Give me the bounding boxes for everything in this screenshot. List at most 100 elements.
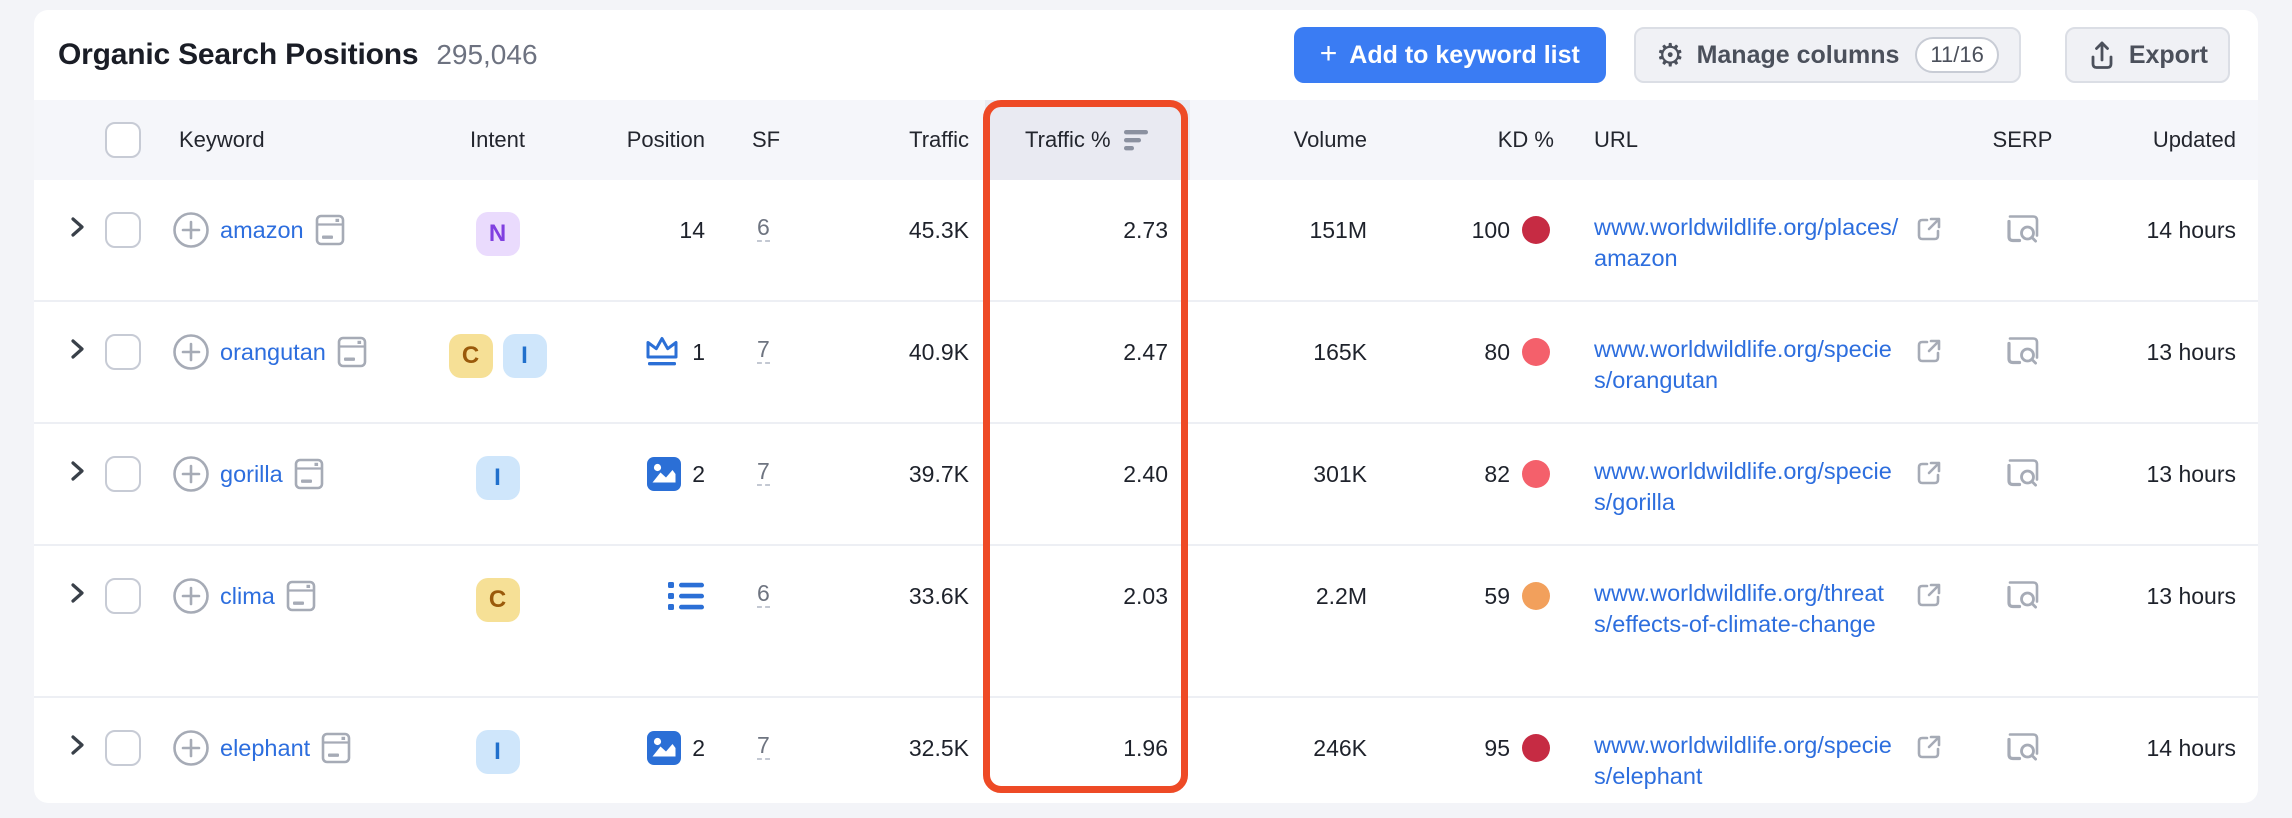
updated-value: 14 hours <box>2146 217 2236 243</box>
sf-value[interactable]: 7 <box>757 458 770 486</box>
add-keyword-icon[interactable] <box>172 333 210 371</box>
kd-value: 95 <box>1484 735 1510 761</box>
traffic-pct-value: 2.73 <box>1123 217 1168 243</box>
url-link[interactable]: www.worldwildlife.org/threats/effects-of… <box>1594 580 1884 637</box>
kd-value: 80 <box>1484 339 1510 365</box>
add-keyword-icon[interactable] <box>172 211 210 249</box>
column-header-volume[interactable]: Volume <box>1293 127 1367 152</box>
column-header-keyword[interactable]: Keyword <box>179 127 265 152</box>
column-header-serp[interactable]: SERP <box>1992 127 2053 152</box>
keyword-link[interactable]: amazon <box>220 217 304 243</box>
expand-chevron-icon[interactable] <box>62 456 100 486</box>
expand-chevron-icon[interactable] <box>62 578 100 608</box>
position-value: 2 <box>692 461 705 487</box>
external-link-icon[interactable] <box>1913 731 1945 803</box>
expand-chevron-icon[interactable] <box>62 730 100 760</box>
add-keyword-icon[interactable] <box>172 729 210 767</box>
row-checkbox[interactable] <box>105 578 141 614</box>
external-link-icon[interactable] <box>1913 457 1945 544</box>
updated-value: 13 hours <box>2146 583 2236 609</box>
keyword-link[interactable]: orangutan <box>220 339 326 365</box>
intent-badge-informational-n: N <box>475 212 520 256</box>
keyword-link[interactable]: gorilla <box>220 461 283 487</box>
row-checkbox[interactable] <box>105 334 141 370</box>
column-header-traffic-pct[interactable]: Traffic % <box>985 100 1190 180</box>
serp-features-icon[interactable] <box>285 578 317 614</box>
crown-icon <box>642 334 682 370</box>
traffic-value: 32.5K <box>908 735 969 761</box>
serp-features-icon[interactable] <box>293 456 325 492</box>
table-row: gorilla I 2 7 39.7K 2.40 301K 82 www.wor… <box>34 422 2258 544</box>
add-to-keyword-list-label: Add to keyword list <box>1349 40 1580 69</box>
table-header-row: Keyword Intent Position SF Traffic Traff… <box>34 100 2258 180</box>
traffic-pct-value: 1.96 <box>1123 735 1168 761</box>
plus-icon: + <box>1319 36 1338 70</box>
external-link-icon[interactable] <box>1913 335 1945 422</box>
manage-columns-label: Manage columns <box>1696 40 1900 69</box>
column-header-intent[interactable]: Intent <box>469 127 526 152</box>
keyword-link[interactable]: elephant <box>220 735 311 761</box>
column-header-updated[interactable]: Updated <box>2152 127 2236 152</box>
keyword-link[interactable]: clima <box>220 583 275 609</box>
column-header-position[interactable]: Position <box>626 127 705 152</box>
table-row: amazon N 14 6 45.3K 2.73 151M 100 www.wo… <box>34 180 2258 300</box>
image-pack-icon <box>646 730 682 766</box>
sf-value[interactable]: 7 <box>757 336 770 364</box>
export-icon <box>2087 38 2117 72</box>
kd-value: 82 <box>1484 461 1510 487</box>
serp-preview-icon[interactable] <box>2004 578 2042 696</box>
sf-value[interactable]: 6 <box>757 214 770 242</box>
kd-difficulty-dot <box>1522 216 1550 244</box>
column-header-traffic[interactable]: Traffic <box>909 127 969 152</box>
featured-snippet-list-icon <box>667 580 705 612</box>
page-title: Organic Search Positions <box>58 38 419 71</box>
export-button[interactable]: Export <box>2064 27 2230 83</box>
url-link[interactable]: www.worldwildlife.org/species/elephant <box>1594 732 1892 789</box>
url-link[interactable]: www.worldwildlife.org/species/gorilla <box>1594 458 1892 515</box>
traffic-value: 40.9K <box>908 339 969 365</box>
traffic-value: 45.3K <box>908 217 969 243</box>
url-link[interactable]: www.worldwildlife.org/species/orangutan <box>1594 336 1892 393</box>
serp-features-icon[interactable] <box>320 730 352 766</box>
updated-value: 13 hours <box>2146 461 2236 487</box>
volume-value: 2.2M <box>1315 583 1367 609</box>
serp-preview-icon[interactable] <box>2004 730 2042 803</box>
external-link-icon[interactable] <box>1913 213 1945 300</box>
row-checkbox[interactable] <box>105 212 141 248</box>
column-header-url[interactable]: URL <box>1594 127 1639 152</box>
table-row: elephant I 2 7 32.5K 1.96 246K 95 www.wo… <box>34 696 2258 803</box>
serp-preview-icon[interactable] <box>2004 456 2042 544</box>
expand-chevron-icon[interactable] <box>62 212 100 242</box>
serp-preview-icon[interactable] <box>2004 212 2042 300</box>
image-pack-icon <box>646 456 682 492</box>
traffic-value: 39.7K <box>908 461 969 487</box>
external-link-icon[interactable] <box>1913 579 1945 696</box>
kd-difficulty-dot <box>1522 338 1550 366</box>
column-header-sf[interactable]: SF <box>752 127 781 152</box>
manage-columns-button[interactable]: ⚙ Manage columns 11/16 <box>1633 27 2021 83</box>
sf-value[interactable]: 7 <box>757 732 770 760</box>
sf-value[interactable]: 6 <box>757 580 770 608</box>
column-header-kd[interactable]: KD % <box>1497 127 1554 152</box>
row-checkbox[interactable] <box>105 456 141 492</box>
select-all-checkbox[interactable] <box>105 122 141 158</box>
serp-preview-icon[interactable] <box>2004 334 2042 422</box>
traffic-value: 33.6K <box>908 583 969 609</box>
row-checkbox[interactable] <box>105 730 141 766</box>
serp-features-icon[interactable] <box>336 334 368 370</box>
position-value: 2 <box>692 735 705 761</box>
sort-descending-icon <box>1123 127 1151 153</box>
add-keyword-icon[interactable] <box>172 577 210 615</box>
add-keyword-icon[interactable] <box>172 455 210 493</box>
url-link[interactable]: www.worldwildlife.org/places/amazon <box>1594 214 1899 271</box>
serp-features-icon[interactable] <box>314 212 346 248</box>
kd-difficulty-dot <box>1522 582 1550 610</box>
kd-value: 59 <box>1484 583 1510 609</box>
add-to-keyword-list-button[interactable]: + Add to keyword list <box>1293 27 1606 83</box>
position-value: 1 <box>692 339 705 365</box>
intent-badge-informational: I <box>475 730 520 774</box>
expand-chevron-icon[interactable] <box>62 334 100 364</box>
intent-badge-commercial: C <box>448 334 493 378</box>
kd-difficulty-dot <box>1522 460 1550 488</box>
